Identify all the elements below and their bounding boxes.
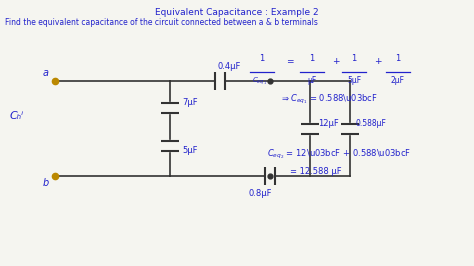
- Text: 5μF: 5μF: [347, 76, 361, 85]
- Text: 5μF: 5μF: [182, 146, 198, 155]
- Text: +: +: [374, 57, 382, 66]
- Text: Equivalent Capacitance : Example 2: Equivalent Capacitance : Example 2: [155, 8, 319, 17]
- Text: b: b: [43, 178, 49, 188]
- Text: $\Rightarrow C_{eq_1}$ = 0.588\u03bcF: $\Rightarrow C_{eq_1}$ = 0.588\u03bcF: [280, 92, 378, 106]
- Text: =: =: [286, 57, 293, 66]
- Text: $C_{eq_1}$: $C_{eq_1}$: [252, 76, 266, 87]
- Text: 2μF: 2μF: [391, 76, 405, 85]
- Text: 12μF: 12μF: [318, 119, 339, 128]
- Text: 1: 1: [259, 54, 264, 63]
- Text: 1: 1: [351, 54, 356, 63]
- Text: +: +: [332, 57, 339, 66]
- Text: 1: 1: [310, 54, 315, 63]
- Text: = 12.588 μF: = 12.588 μF: [290, 167, 342, 176]
- Text: 0.8μF: 0.8μF: [248, 189, 272, 198]
- Text: 0.4μF: 0.4μF: [218, 62, 241, 71]
- Text: a: a: [43, 68, 49, 78]
- Text: 0.588μF: 0.588μF: [356, 119, 387, 128]
- Text: 7μF: 7μF: [182, 98, 198, 107]
- Text: Cₕⁱ: Cₕⁱ: [10, 111, 24, 121]
- Text: Find the equivalent capacitance of the circuit connected between a & b terminals: Find the equivalent capacitance of the c…: [5, 18, 318, 27]
- Text: μF: μF: [307, 76, 317, 85]
- Text: $C_{eq_2}$ = 12\u03bcF + 0.588\u03bcF: $C_{eq_2}$ = 12\u03bcF + 0.588\u03bcF: [267, 147, 411, 161]
- Text: 1: 1: [395, 54, 401, 63]
